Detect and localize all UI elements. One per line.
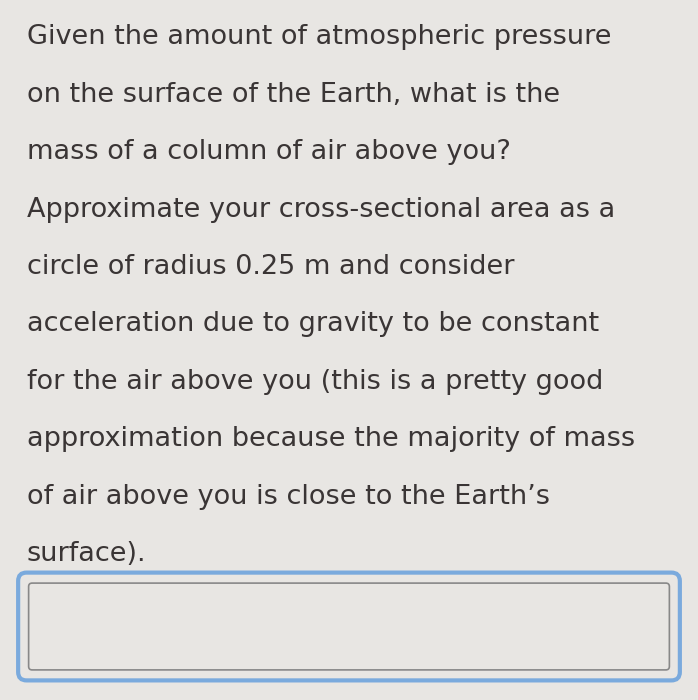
Text: surface).: surface). xyxy=(27,541,146,567)
Text: on the surface of the Earth, what is the: on the surface of the Earth, what is the xyxy=(27,82,560,108)
Text: Approximate your cross-sectional area as a: Approximate your cross-sectional area as… xyxy=(27,197,615,223)
FancyBboxPatch shape xyxy=(18,573,680,680)
Text: approximation because the majority of mass: approximation because the majority of ma… xyxy=(27,426,634,452)
Text: acceleration due to gravity to be constant: acceleration due to gravity to be consta… xyxy=(27,312,599,337)
Text: of air above you is close to the Earth’s: of air above you is close to the Earth’s xyxy=(27,484,549,510)
Text: mass of a column of air above you?: mass of a column of air above you? xyxy=(27,139,510,165)
Text: Given the amount of atmospheric pressure: Given the amount of atmospheric pressure xyxy=(27,25,611,50)
Text: for the air above you (this is a pretty good: for the air above you (this is a pretty … xyxy=(27,369,603,395)
Text: circle of radius 0.25 m and consider: circle of radius 0.25 m and consider xyxy=(27,254,514,280)
